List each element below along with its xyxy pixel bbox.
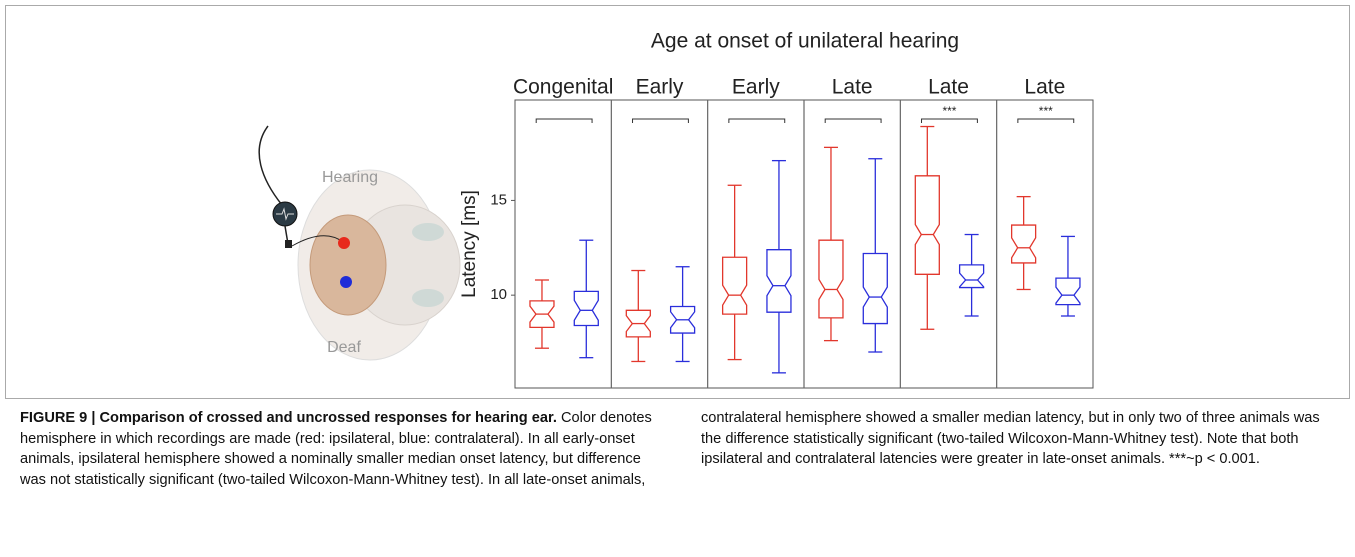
box xyxy=(1055,277,1081,306)
caption-body: Color denotes hemisphere in which record… xyxy=(20,410,1320,488)
significance-bracket xyxy=(824,118,882,123)
box xyxy=(958,264,985,289)
panel-label: Congenital xyxy=(513,76,613,99)
box xyxy=(1010,224,1037,264)
panel-label: Late xyxy=(928,76,969,99)
significance-bracket xyxy=(535,118,593,123)
significance-label: *** xyxy=(1039,104,1053,118)
box xyxy=(818,239,844,319)
box xyxy=(529,300,555,329)
illustration: Hearing Deaf xyxy=(258,125,461,361)
chart-title: Age at onset of unilateral hearing xyxy=(651,30,959,53)
y-axis-label: Latency [ms] xyxy=(459,190,480,298)
panel-label: Late xyxy=(1024,76,1065,99)
caption: FIGURE 9 | Comparison of crossed and unc… xyxy=(20,408,1338,490)
significance-bracket xyxy=(921,118,978,123)
box xyxy=(914,175,940,275)
box xyxy=(766,249,792,313)
significance-bracket xyxy=(728,118,786,123)
caption-heading: FIGURE 9 | Comparison of crossed and unc… xyxy=(20,410,557,426)
box xyxy=(721,256,748,315)
significance-bracket xyxy=(1017,118,1075,123)
panel-label: Late xyxy=(832,76,873,99)
deaf-label: Deaf xyxy=(327,339,361,356)
figure-frame xyxy=(5,5,1350,399)
box xyxy=(862,252,888,325)
panel-label: Early xyxy=(732,76,780,99)
significance-label: *** xyxy=(942,104,956,118)
box xyxy=(625,309,651,338)
chart: Hearing Deaf Age at onset of unilateral … xyxy=(258,30,1094,389)
significance-bracket xyxy=(632,118,689,123)
y-tick-label: 15 xyxy=(490,191,507,208)
y-tick-label: 10 xyxy=(490,286,507,303)
hearing-label: Hearing xyxy=(322,169,378,186)
box xyxy=(573,290,599,327)
panel-label: Early xyxy=(636,76,684,99)
box xyxy=(669,305,696,334)
